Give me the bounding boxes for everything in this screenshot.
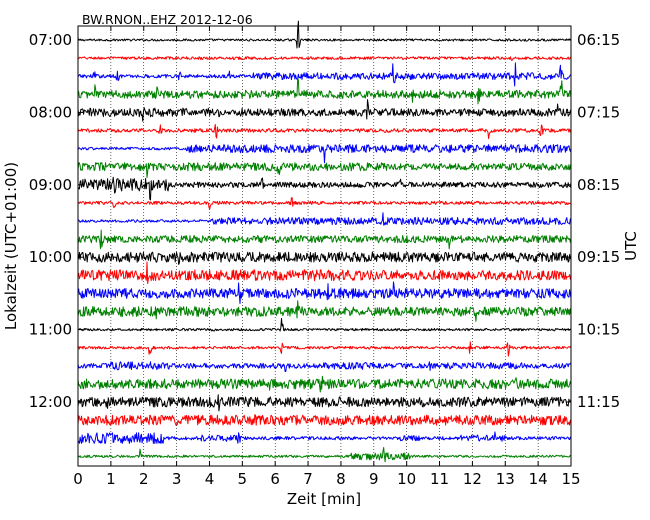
seismic-trace — [77, 394, 572, 412]
seismic-trace — [77, 176, 572, 201]
left-tick-label: 10:00 — [29, 248, 72, 266]
right-tick-label: 07:15 — [577, 103, 620, 121]
left-tick-label: 07:00 — [29, 31, 72, 49]
seismic-trace — [77, 99, 572, 122]
chart-title: BW.RNON..EHZ 2012-12-06 — [82, 12, 253, 27]
right-tick-label: 08:15 — [577, 176, 620, 194]
seismic-trace — [77, 375, 572, 393]
seismic-trace — [77, 62, 572, 87]
left-tick-label: 09:00 — [29, 176, 72, 194]
seismic-trace — [78, 77, 572, 105]
seismic-trace — [77, 281, 572, 304]
seismic-traces — [77, 20, 572, 463]
plot-frame — [77, 25, 572, 467]
left-tick-label: 12:00 — [29, 393, 72, 411]
seismic-trace — [77, 56, 572, 61]
x-tick-label: 11 — [430, 470, 449, 488]
left-tick-label: 11:00 — [29, 321, 72, 339]
seismic-trace — [77, 251, 572, 265]
right-tick-label: 09:15 — [577, 248, 620, 266]
x-axis-label: Zeit [min] — [287, 490, 361, 508]
seismic-trace — [77, 124, 572, 140]
x-tick-label: 13 — [496, 470, 515, 488]
seismic-trace — [77, 361, 572, 372]
x-tick-label: 6 — [270, 470, 280, 488]
seismic-trace — [77, 318, 572, 332]
vertical-grid — [110, 26, 539, 466]
x-tick-label: 4 — [205, 470, 215, 488]
right-axis-label: UTC — [622, 231, 640, 261]
x-axis-ticks: 0 1 2 3 4 5 6 7 8 9 10 11 12 13 14 15 — [73, 26, 581, 488]
x-tick-label: 3 — [172, 470, 182, 488]
x-tick-label: 14 — [529, 470, 548, 488]
right-tick-label: 10:15 — [577, 321, 620, 339]
seismic-trace — [77, 229, 572, 250]
seismic-trace — [77, 20, 572, 49]
left-axis-label: Lokalzeit (UTC+01:00) — [2, 162, 20, 330]
left-tick-label: 08:00 — [29, 103, 72, 121]
seismic-trace — [77, 212, 572, 226]
seismic-trace — [77, 162, 572, 178]
seismic-trace — [77, 414, 572, 426]
seismic-trace — [77, 447, 572, 463]
seismic-trace — [77, 431, 572, 444]
seismic-trace — [77, 300, 572, 322]
x-tick-label: 5 — [238, 470, 248, 488]
x-tick-label: 12 — [463, 470, 482, 488]
seismic-trace — [77, 144, 572, 164]
right-tick-label: 06:15 — [577, 31, 620, 49]
x-tick-label: 10 — [397, 470, 416, 488]
x-tick-label: 0 — [73, 470, 83, 488]
x-tick-label: 8 — [336, 470, 346, 488]
x-tick-label: 7 — [303, 470, 313, 488]
seismic-trace — [78, 341, 572, 357]
right-axis-ticks: 06:15 07:15 08:15 09:15 10:15 11:15 — [566, 31, 620, 411]
right-tick-label: 11:15 — [577, 393, 620, 411]
x-tick-label: 2 — [139, 470, 149, 488]
seismic-trace — [77, 261, 572, 284]
left-axis-ticks: 07:00 08:00 09:00 10:00 11:00 12:00 — [29, 31, 83, 411]
x-tick-label: 1 — [106, 470, 116, 488]
seismic-trace — [77, 197, 572, 210]
x-tick-label: 15 — [561, 470, 580, 488]
x-tick-label: 9 — [369, 470, 379, 488]
